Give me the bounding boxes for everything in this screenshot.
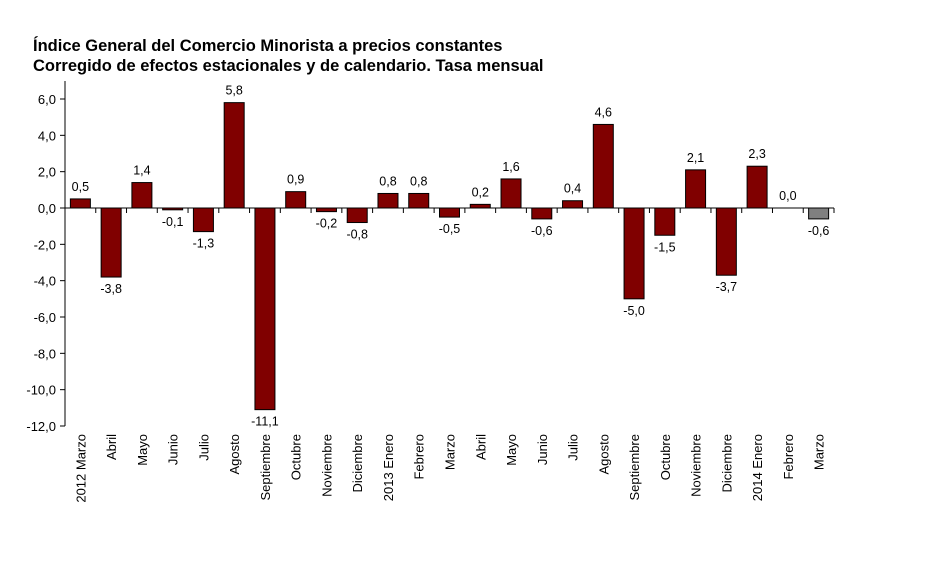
y-tick-label: 6,0 [38,92,56,107]
x-tick-label: Marzo [443,434,458,470]
x-tick-label: 2014 Enero [750,434,765,501]
x-tick-label: Junio [166,434,181,465]
bar [808,207,830,220]
bar [715,207,737,276]
y-tick-label: 4,0 [38,128,56,143]
chart-subtitle: Corregido de efectos estacionales y de c… [33,57,544,75]
data-label: 4,6 [595,105,612,119]
data-label: 0,0 [779,189,796,203]
chart-title: Índice General del Comercio Minorista a … [33,37,503,55]
y-tick-label: -2,0 [34,237,56,252]
bar [746,165,768,209]
data-label: 0,8 [379,174,396,188]
bar [377,192,399,209]
bar [592,123,614,209]
data-label: -11,1 [251,415,279,429]
y-tick-label: -12,0 [26,419,56,434]
x-tick-label: Abril [104,434,119,460]
data-label: -0,5 [439,222,461,236]
x-tick-label: Septiembre [258,434,273,500]
bar [69,198,91,209]
data-label: -0,8 [346,228,368,242]
x-tick-label: Agosto [596,434,611,474]
x-tick-label: Marzo [812,434,827,470]
bar [654,207,676,236]
x-tick-label: Junio [535,434,550,465]
data-label: 0,9 [287,173,304,187]
y-tick-label: -4,0 [34,274,56,289]
bar [285,191,307,209]
x-tick-label: Octubre [289,434,304,480]
bar [223,102,245,209]
x-tick-labels: 2012 Marzo Abril Mayo Junio Julio Agosto Septi… [73,434,826,503]
data-label: -5,0 [623,304,645,318]
x-tick-label: 2013 Enero [381,434,396,501]
bar [685,169,707,209]
bar [162,207,184,211]
data-label: 1,4 [133,164,150,178]
x-tick-label: Julio [566,434,581,461]
data-label: 0,4 [564,182,581,196]
data-label: -0,1 [162,215,184,229]
data-label: 2,1 [687,151,704,165]
bar [192,207,214,233]
x-tick-label: Julio [196,434,211,461]
data-label: -0,6 [808,224,830,238]
bar [315,207,337,213]
data-label: 1,6 [502,160,519,174]
data-label: 5,8 [225,84,242,98]
x-tick-label: Febrero [412,434,427,480]
x-tick-label: Diciembre [350,434,365,493]
bar [469,203,491,209]
bar [408,192,430,209]
data-label: -0,6 [531,224,553,238]
x-tick-label: Noviembre [319,434,334,497]
bar [500,178,522,209]
bar [254,207,276,411]
x-tick-label: Agosto [227,434,242,474]
y-tick-label: -10,0 [26,383,56,398]
y-tick-label: -8,0 [34,346,56,361]
bar [131,182,153,209]
data-label: 2,3 [748,147,765,161]
bar [346,207,368,224]
x-tick-label: Septiembre [627,434,642,500]
data-label: -0,2 [316,217,338,231]
x-tick-label: Mayo [135,434,150,466]
bars [69,102,830,411]
bar [100,207,122,278]
data-labels: 0,5 -3,8 1,4 -0,1 -1,3 5,8 -11,1 0,9 -0,2 -0,8 0,8… [72,84,830,429]
data-label: -1,5 [654,240,676,254]
x-tick-label: Febrero [781,434,796,480]
y-tick-label: 0,0 [38,201,56,216]
data-label: 0,2 [472,185,489,199]
x-tick-label: Diciembre [719,434,734,493]
data-label: -3,7 [716,280,738,294]
x-tick-label: Octubre [658,434,673,480]
data-label: -1,3 [193,237,215,251]
y-tick-labels: 6,0 4,0 2,0 0,0 -2,0 -4,0 -6,0 -8,0 -10,0 -12,0 [26,92,56,434]
y-tick-label: -6,0 [34,310,56,325]
x-tick-label: 2012 Marzo [73,434,88,503]
bar [439,207,460,218]
bar [531,207,553,220]
x-tick-label: Mayo [504,434,519,466]
bar [623,207,645,300]
data-label: 0,8 [410,174,427,188]
data-label: -3,8 [100,282,122,296]
x-tick-label: Abril [473,434,488,460]
data-label: 0,5 [72,180,89,194]
bar [562,200,584,209]
y-tick-label: 2,0 [38,165,56,180]
x-tick-label: Noviembre [689,434,704,497]
